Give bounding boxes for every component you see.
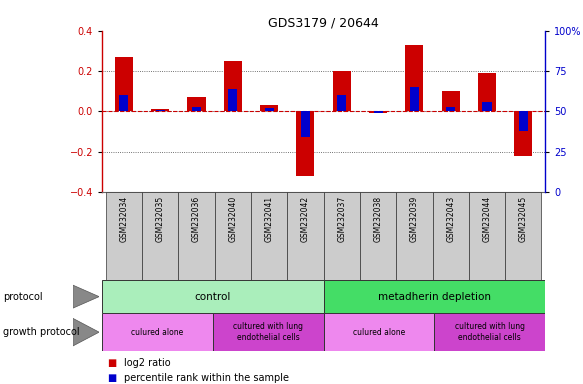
Bar <box>120 95 128 111</box>
Text: growth protocol: growth protocol <box>3 327 79 337</box>
Bar <box>446 106 455 111</box>
Bar <box>102 280 324 313</box>
Bar <box>224 61 242 111</box>
Text: GSM232037: GSM232037 <box>337 195 346 242</box>
Bar <box>192 106 201 111</box>
Text: culured alone: culured alone <box>353 328 405 337</box>
Bar <box>337 95 346 111</box>
Bar <box>228 89 237 111</box>
Polygon shape <box>73 318 99 346</box>
Text: protocol: protocol <box>3 291 43 302</box>
Bar <box>505 192 542 280</box>
Bar <box>433 192 469 280</box>
Text: culured alone: culured alone <box>131 328 184 337</box>
Bar <box>469 192 505 280</box>
Bar <box>296 111 314 176</box>
Text: GSM232041: GSM232041 <box>265 195 273 242</box>
Bar <box>369 111 387 113</box>
Text: metadherin depletion: metadherin depletion <box>378 291 491 302</box>
Text: GSM232035: GSM232035 <box>156 195 164 242</box>
Bar <box>374 111 382 113</box>
Bar <box>142 192 178 280</box>
Bar <box>215 192 251 280</box>
Bar <box>324 280 545 313</box>
Bar <box>213 313 324 351</box>
Bar <box>178 192 215 280</box>
Bar <box>434 313 545 351</box>
Bar <box>410 87 419 111</box>
Bar <box>151 109 169 111</box>
Text: GSM232040: GSM232040 <box>229 195 237 242</box>
Bar <box>187 97 206 111</box>
Bar <box>333 71 351 111</box>
Bar <box>260 105 278 111</box>
Bar <box>115 57 133 111</box>
Bar <box>514 111 532 156</box>
Bar <box>102 313 213 351</box>
Bar <box>519 111 528 131</box>
Bar <box>405 45 423 111</box>
Text: GSM232036: GSM232036 <box>192 195 201 242</box>
Bar <box>483 102 491 111</box>
Bar <box>324 313 434 351</box>
Bar <box>106 192 142 280</box>
Bar <box>265 108 273 111</box>
Text: ■: ■ <box>108 373 120 383</box>
Text: ■: ■ <box>108 358 120 368</box>
Bar <box>301 111 310 137</box>
Bar <box>441 91 460 111</box>
Bar <box>251 192 287 280</box>
Bar <box>396 192 433 280</box>
Text: GSM232038: GSM232038 <box>374 195 382 242</box>
Text: GSM232039: GSM232039 <box>410 195 419 242</box>
Text: cultured with lung
endothelial cells: cultured with lung endothelial cells <box>455 323 525 342</box>
Title: GDS3179 / 20644: GDS3179 / 20644 <box>268 17 379 30</box>
Text: control: control <box>195 291 231 302</box>
Text: GSM232044: GSM232044 <box>483 195 491 242</box>
Text: log2 ratio: log2 ratio <box>124 358 171 368</box>
Bar <box>287 192 324 280</box>
Bar <box>324 192 360 280</box>
Text: GSM232045: GSM232045 <box>519 195 528 242</box>
Bar <box>478 73 496 111</box>
Bar <box>360 192 396 280</box>
Polygon shape <box>73 285 99 308</box>
Text: percentile rank within the sample: percentile rank within the sample <box>124 373 289 383</box>
Text: GSM232043: GSM232043 <box>446 195 455 242</box>
Text: cultured with lung
endothelial cells: cultured with lung endothelial cells <box>233 323 303 342</box>
Text: GSM232042: GSM232042 <box>301 195 310 242</box>
Text: GSM232034: GSM232034 <box>120 195 128 242</box>
Bar <box>156 110 164 111</box>
